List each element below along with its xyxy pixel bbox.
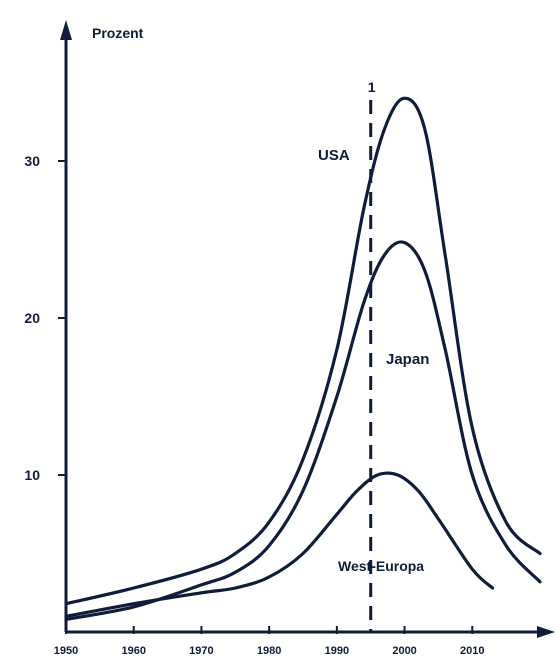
x-tick-label: 1960 (121, 645, 145, 657)
series-label-japan: Japan (386, 351, 429, 368)
y-axis-arrow-icon (60, 20, 72, 40)
series-label-west-europa: West-Europa (338, 558, 424, 574)
x-axis-arrow-icon (537, 626, 555, 638)
series-label-usa: USA (318, 147, 350, 164)
x-tick-label: 1980 (257, 645, 281, 657)
marker-label: 1 (368, 79, 376, 95)
y-tick-label: 30 (24, 153, 40, 169)
series-line-usa (64, 96, 542, 606)
x-tick-label: 2000 (392, 645, 416, 657)
series-line-japan (64, 240, 542, 621)
series-group (64, 96, 542, 621)
y-axis-title: Prozent (92, 25, 144, 41)
y-tick-label: 10 (24, 467, 40, 483)
x-tick-label: 1990 (325, 645, 349, 657)
y-tick-label: 20 (24, 310, 40, 326)
x-tick-label: 2010 (460, 645, 484, 657)
x-tick-label: 1970 (189, 645, 213, 657)
x-tick-label: 1950 (54, 645, 78, 657)
series-line-west-europa (64, 471, 495, 618)
